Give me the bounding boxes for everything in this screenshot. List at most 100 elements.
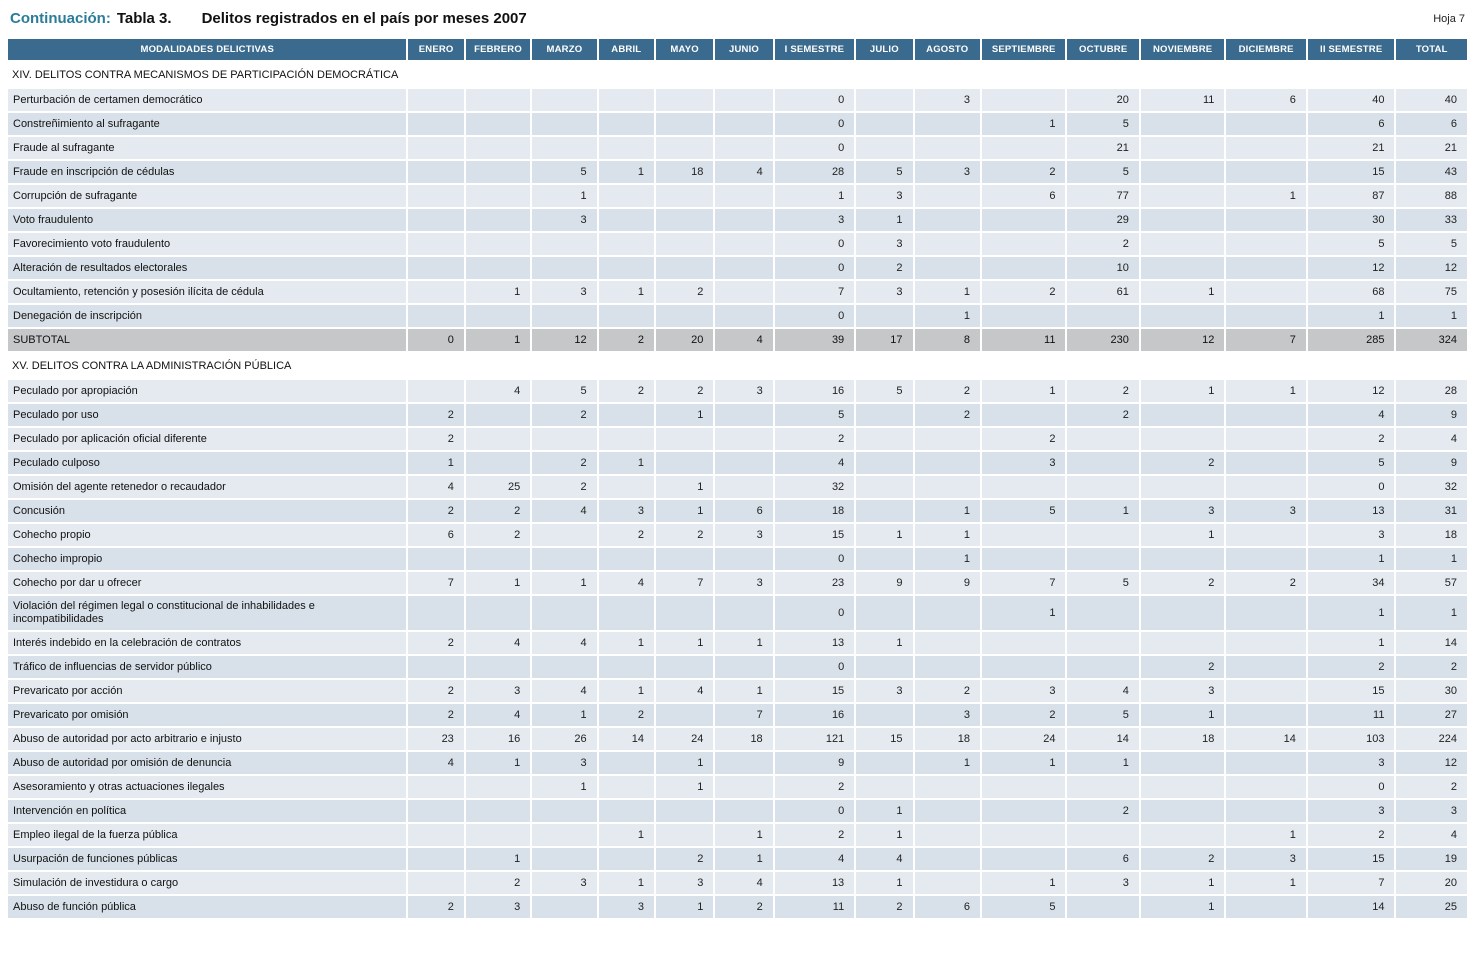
value-cell: 23 <box>774 572 857 596</box>
page-title: Continuación: Tabla 3. Delitos registrados… <box>10 10 527 27</box>
column-header: I SEMESTRE <box>774 39 857 62</box>
value-cell: 3 <box>1307 800 1397 824</box>
value-cell: 1 <box>1067 500 1141 524</box>
table-row: Cohecho por dar u ofrecer 7 1 1 4 7 3 23 9 9 7 5 2 2 3… <box>8 572 1467 596</box>
value-cell: 7 <box>981 572 1068 596</box>
column-header: JUNIO <box>715 39 775 62</box>
value-cell <box>914 428 982 452</box>
value-cell <box>914 656 982 680</box>
value-cell: 5 <box>981 500 1068 524</box>
value-cell <box>408 656 466 680</box>
value-cell <box>598 185 656 209</box>
value-cell <box>1226 257 1308 281</box>
value-cell <box>1067 428 1141 452</box>
value-cell: 11 <box>1307 704 1397 728</box>
value-cell <box>465 548 533 572</box>
value-cell: 2 <box>408 704 466 728</box>
value-cell <box>914 596 982 632</box>
value-cell <box>1226 704 1308 728</box>
value-cell: 1 <box>981 872 1068 896</box>
value-cell: 2 <box>655 524 716 548</box>
value-cell <box>1140 161 1227 185</box>
value-cell: 0 <box>774 305 857 329</box>
value-cell: 1 <box>1226 824 1308 848</box>
value-cell <box>981 632 1068 656</box>
value-cell: 2 <box>1140 848 1227 872</box>
value-cell: 1 <box>1140 704 1227 728</box>
value-cell <box>532 113 599 137</box>
value-cell <box>655 305 716 329</box>
column-header: MARZO <box>532 39 599 62</box>
value-cell: 121 <box>774 728 857 752</box>
value-cell <box>655 548 716 572</box>
value-cell: 2 <box>1067 800 1141 824</box>
value-cell <box>655 656 716 680</box>
value-cell <box>465 209 533 233</box>
value-cell <box>1226 428 1308 452</box>
value-cell: 0 <box>774 89 857 113</box>
value-cell: 2 <box>1396 656 1467 680</box>
row-label: Cohecho propio <box>8 524 409 548</box>
value-cell <box>598 596 656 632</box>
value-cell: 5 <box>774 404 857 428</box>
value-cell <box>981 800 1068 824</box>
value-cell <box>856 113 915 137</box>
value-cell: 7 <box>1226 329 1308 353</box>
value-cell <box>1140 800 1227 824</box>
value-cell <box>1067 305 1141 329</box>
value-cell: 4 <box>1396 824 1467 848</box>
value-cell <box>408 380 466 404</box>
value-cell <box>715 428 775 452</box>
value-cell: 3 <box>715 380 775 404</box>
value-cell: 12 <box>1396 257 1467 281</box>
value-cell <box>914 776 982 800</box>
value-cell <box>914 185 982 209</box>
value-cell <box>1226 476 1308 500</box>
value-cell: 1 <box>914 752 982 776</box>
value-cell: 20 <box>1396 872 1467 896</box>
value-cell: 3 <box>856 281 915 305</box>
value-cell <box>1226 800 1308 824</box>
value-cell: 16 <box>465 728 533 752</box>
table-header: MODALIDADES DELICTIVAS ENERO FEBRERO MARZO A… <box>8 39 1467 62</box>
value-cell: 2 <box>532 476 599 500</box>
value-cell <box>465 428 533 452</box>
value-cell: 2 <box>1140 572 1227 596</box>
value-cell <box>408 209 466 233</box>
value-cell <box>1067 824 1141 848</box>
table-row: Peculado por aplicación oficial diferent… <box>8 428 1467 452</box>
value-cell: 2 <box>532 404 599 428</box>
value-cell <box>856 404 915 428</box>
value-cell: 0 <box>1307 476 1397 500</box>
value-cell: 3 <box>856 185 915 209</box>
value-cell: 18 <box>914 728 982 752</box>
value-cell <box>914 257 982 281</box>
column-header: II SEMESTRE <box>1307 39 1397 62</box>
row-label: Cohecho por dar u ofrecer <box>8 572 409 596</box>
value-cell <box>914 848 982 872</box>
value-cell <box>408 305 466 329</box>
value-cell: 30 <box>1307 209 1397 233</box>
value-cell: 7 <box>774 281 857 305</box>
value-cell: 4 <box>598 572 656 596</box>
value-cell <box>1226 524 1308 548</box>
value-cell: 1 <box>1307 548 1397 572</box>
value-cell <box>1140 209 1227 233</box>
column-header: TOTAL <box>1396 39 1467 62</box>
value-cell: 1 <box>655 776 716 800</box>
value-cell: 6 <box>914 896 982 920</box>
value-cell <box>715 281 775 305</box>
value-cell: 2 <box>914 680 982 704</box>
report-page: Continuación: Tabla 3. Delitos registrados… <box>8 10 1467 920</box>
value-cell <box>1226 404 1308 428</box>
value-cell <box>408 800 466 824</box>
value-cell <box>408 137 466 161</box>
value-cell <box>1140 137 1227 161</box>
value-cell <box>856 752 915 776</box>
value-cell: 34 <box>1307 572 1397 596</box>
value-cell: 6 <box>981 185 1068 209</box>
value-cell: 1 <box>408 452 466 476</box>
value-cell <box>1226 233 1308 257</box>
row-label: Prevaricato por acción <box>8 680 409 704</box>
value-cell <box>715 113 775 137</box>
